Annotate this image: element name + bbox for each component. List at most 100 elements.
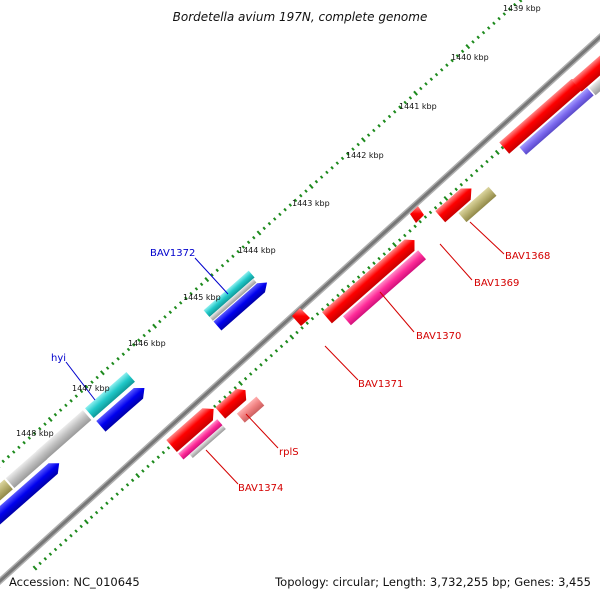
gene-feature[interactable] — [209, 278, 257, 321]
tick-mark-minor — [94, 510, 99, 515]
gene-feature[interactable] — [0, 479, 13, 515]
tick-mark-minor — [351, 147, 355, 151]
gene-feature[interactable] — [0, 458, 64, 528]
tick-mark-minor — [194, 287, 199, 291]
tick-mark-minor — [274, 349, 279, 353]
tick-mark-minor — [310, 316, 315, 321]
tick-mark-minor — [58, 543, 63, 547]
tick-mark-minor — [243, 376, 248, 381]
gene-feature[interactable] — [589, 69, 600, 96]
tick-mark-minor — [288, 203, 293, 207]
gene-feature[interactable] — [85, 371, 135, 419]
tick-mark-minor — [105, 366, 110, 370]
tick-mark-minor — [408, 96, 413, 100]
gene-label-bav1374[interactable]: BAV1374 — [238, 483, 283, 494]
tick-mark-minor — [361, 270, 366, 275]
tick-mark-minor — [220, 263, 225, 268]
gene-label-hyi[interactable]: hyi — [51, 353, 66, 364]
tick-mark-minor — [126, 347, 131, 352]
gene-label-bav1372[interactable]: BAV1372 — [150, 248, 195, 259]
tick-mark-minor — [100, 506, 104, 510]
tick-mark-minor — [199, 282, 204, 287]
tick-mark-minor — [74, 394, 79, 398]
gene-labels: BAV1368 BAV1369 BAV1370 BAV1371 rplS BAV… — [51, 248, 550, 494]
tick-mark-minor — [166, 446, 171, 450]
gene-label-bav1370[interactable]: BAV1370 — [416, 331, 461, 342]
tick-mark-major — [256, 230, 262, 236]
tick-mark-minor — [471, 40, 475, 44]
gene-feature[interactable] — [236, 396, 265, 423]
gene-label-bav1369[interactable]: BAV1369 — [474, 278, 519, 289]
gene-feature[interactable] — [571, 47, 600, 92]
tick-mark-minor — [377, 256, 381, 261]
tick-mark-minor — [233, 386, 238, 390]
gene-feature[interactable] — [203, 270, 255, 318]
tick-mark-minor — [146, 464, 150, 469]
tick-mark-minor — [79, 389, 84, 394]
gene-feature[interactable] — [410, 206, 424, 223]
tick-mark-minor — [210, 273, 214, 277]
tick-mark-major — [47, 416, 53, 422]
tick-mark-minor — [486, 26, 491, 30]
tick-mark-minor — [314, 179, 319, 184]
tick-mark-minor — [269, 353, 274, 358]
tick-mark-minor — [459, 182, 464, 187]
tick-mark-minor — [215, 268, 219, 273]
tick-mark-minor — [64, 403, 68, 408]
tick-mark-major — [308, 183, 314, 189]
tick-mark-minor — [387, 247, 392, 252]
tick-mark-minor — [95, 375, 99, 380]
tick-mark-minor — [228, 390, 232, 395]
tick-mark-minor — [32, 431, 37, 436]
tick-mark-minor — [278, 212, 282, 217]
tick-mark-minor — [469, 173, 474, 178]
gene-feature[interactable] — [213, 278, 271, 331]
tick-mark-minor — [481, 30, 486, 35]
tick-mark-minor — [131, 343, 136, 347]
gene-feature[interactable] — [166, 403, 219, 453]
tick-mark-minor — [69, 533, 73, 538]
tick-mark-minor — [397, 238, 402, 242]
tick-mark-minor — [367, 266, 371, 270]
tick-mark-minor — [110, 496, 114, 501]
tick-mark-minor — [408, 229, 412, 233]
tick-mark-minor — [6, 454, 11, 459]
tick-mark-minor — [48, 552, 53, 556]
tick-mark-major — [465, 44, 471, 50]
gene-label-bav1368[interactable]: BAV1368 — [505, 251, 550, 262]
gene-feature[interactable] — [519, 87, 594, 155]
tick-mark-minor — [319, 175, 324, 179]
gene-feature[interactable] — [435, 183, 476, 223]
gene-feature[interactable] — [458, 186, 497, 223]
tick-mark-minor — [392, 110, 397, 114]
gene-label-bav1371[interactable]: BAV1371 — [358, 379, 403, 390]
gene-label-rpls[interactable]: rplS — [279, 447, 299, 458]
tick-mark-minor — [248, 372, 253, 376]
tick-mark-minor — [241, 245, 246, 249]
genome-summary-text: Topology: circular; Length: 3,732,255 bp… — [275, 575, 591, 589]
gene-feature[interactable] — [342, 250, 427, 326]
tick-label: 1448 kbp — [16, 429, 54, 438]
tick-mark-minor — [300, 326, 304, 330]
tick-mark-minor — [366, 133, 371, 137]
gene-feature[interactable] — [292, 308, 310, 326]
gene-feature[interactable] — [189, 425, 226, 458]
gene-feature[interactable] — [96, 383, 149, 432]
gene-feature[interactable] — [499, 74, 587, 154]
gene-feature[interactable] — [321, 235, 420, 324]
tick-mark-minor — [11, 450, 16, 454]
tick-mark-minor — [120, 487, 125, 492]
tick-mark-minor — [331, 298, 335, 302]
gene-feature[interactable] — [36, 410, 92, 461]
tick-mark-minor — [382, 252, 387, 256]
tick-mark-minor — [429, 77, 434, 81]
tick-mark-minor — [305, 321, 309, 325]
gene-feature[interactable] — [215, 385, 250, 419]
gene-feature[interactable] — [178, 419, 223, 460]
gene-feature[interactable] — [5, 449, 48, 488]
tick-mark-minor — [433, 206, 438, 210]
tick-mark-minor — [513, 2, 517, 7]
tick-label: 1443 kbp — [292, 199, 330, 208]
